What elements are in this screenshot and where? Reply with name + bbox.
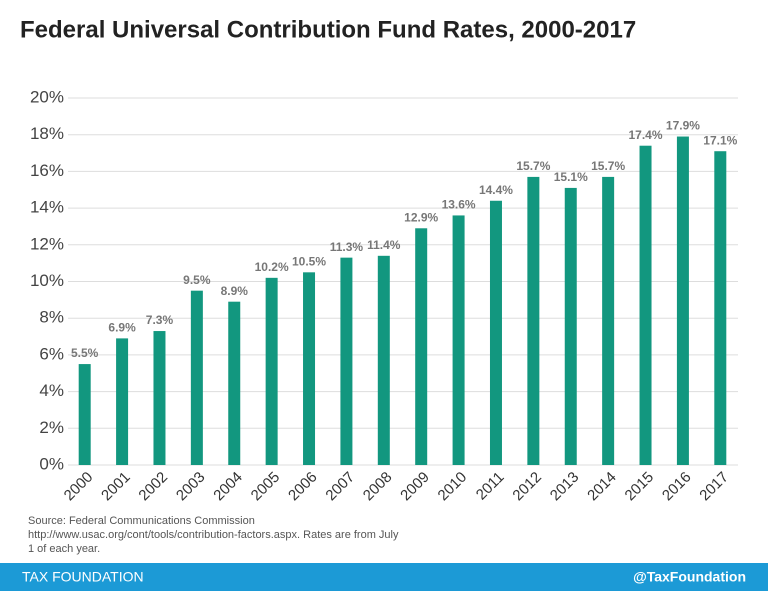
x-tick-label: 2014 bbox=[584, 469, 620, 505]
bar bbox=[190, 290, 203, 465]
x-tick-label: 2009 bbox=[397, 469, 433, 505]
bar bbox=[602, 176, 615, 465]
source-note: Source: Federal Communications Commissio… bbox=[28, 515, 255, 527]
bar bbox=[639, 145, 652, 465]
x-tick-label: 2001 bbox=[98, 469, 134, 505]
y-tick-label: 6% bbox=[39, 344, 64, 363]
y-tick-label: 4% bbox=[39, 381, 64, 400]
x-tick-label: 2010 bbox=[435, 469, 471, 505]
bar bbox=[78, 364, 91, 465]
y-tick-label: 20% bbox=[30, 87, 64, 106]
x-tick-label: 2017 bbox=[696, 469, 732, 505]
bar bbox=[415, 228, 428, 465]
bar bbox=[452, 215, 465, 465]
x-tick-label: 2015 bbox=[622, 469, 658, 505]
x-tick-label: 2007 bbox=[322, 469, 358, 505]
value-label: 7.3% bbox=[146, 313, 174, 327]
bar bbox=[340, 257, 353, 465]
bar bbox=[303, 272, 316, 465]
x-tick-label: 2003 bbox=[173, 469, 209, 505]
y-tick-label: 8% bbox=[39, 308, 64, 327]
y-tick-label: 16% bbox=[30, 161, 64, 180]
bar bbox=[527, 176, 540, 465]
bar bbox=[676, 136, 689, 465]
source-note: http://www.usac.org/cont/tools/contribut… bbox=[28, 529, 399, 541]
value-label: 17.1% bbox=[703, 133, 737, 147]
x-tick-label: 2005 bbox=[248, 469, 284, 505]
bar bbox=[714, 151, 727, 465]
x-tick-label: 2008 bbox=[360, 469, 396, 505]
bar bbox=[564, 187, 577, 466]
x-tick-label: 2013 bbox=[547, 469, 583, 505]
x-tick-label: 2016 bbox=[659, 469, 695, 505]
x-tick-label: 2011 bbox=[473, 469, 508, 504]
footer-bar bbox=[0, 563, 768, 591]
x-tick-label: 2012 bbox=[509, 469, 545, 505]
footer-brand: TAX FOUNDATION bbox=[22, 569, 144, 585]
y-tick-label: 10% bbox=[30, 271, 64, 290]
y-tick-label: 12% bbox=[30, 234, 64, 253]
bar bbox=[116, 338, 129, 465]
value-label: 15.1% bbox=[554, 170, 588, 184]
value-label: 10.5% bbox=[292, 254, 326, 268]
value-label: 17.4% bbox=[629, 128, 663, 142]
bar bbox=[265, 277, 278, 465]
bar bbox=[153, 331, 166, 465]
footer-handle: @TaxFoundation bbox=[633, 569, 746, 585]
bar bbox=[489, 200, 502, 465]
x-tick-label: 2002 bbox=[135, 469, 171, 505]
value-label: 13.6% bbox=[442, 198, 476, 212]
y-tick-label: 18% bbox=[30, 124, 64, 143]
chart-title: Federal Universal Contribution Fund Rate… bbox=[20, 16, 636, 43]
value-label: 8.9% bbox=[221, 284, 249, 298]
source-note: 1 of each year. bbox=[28, 543, 100, 555]
bar bbox=[228, 301, 241, 465]
value-label: 6.9% bbox=[108, 321, 136, 335]
x-tick-label: 2000 bbox=[61, 469, 97, 505]
x-tick-label: 2006 bbox=[285, 469, 321, 505]
value-label: 12.9% bbox=[404, 210, 438, 224]
value-label: 11.3% bbox=[330, 240, 364, 254]
value-label: 15.7% bbox=[516, 159, 550, 173]
x-tick-label: 2004 bbox=[210, 469, 246, 505]
value-label: 15.7% bbox=[591, 159, 625, 173]
value-label: 5.5% bbox=[71, 346, 99, 360]
y-tick-label: 2% bbox=[39, 418, 64, 437]
value-label: 17.9% bbox=[666, 119, 700, 133]
value-label: 9.5% bbox=[183, 273, 211, 287]
y-tick-label: 14% bbox=[30, 198, 64, 217]
value-label: 10.2% bbox=[255, 260, 289, 274]
value-label: 11.4% bbox=[367, 238, 401, 252]
y-tick-label: 0% bbox=[39, 454, 64, 473]
bar bbox=[377, 255, 390, 465]
value-label: 14.4% bbox=[479, 183, 513, 197]
